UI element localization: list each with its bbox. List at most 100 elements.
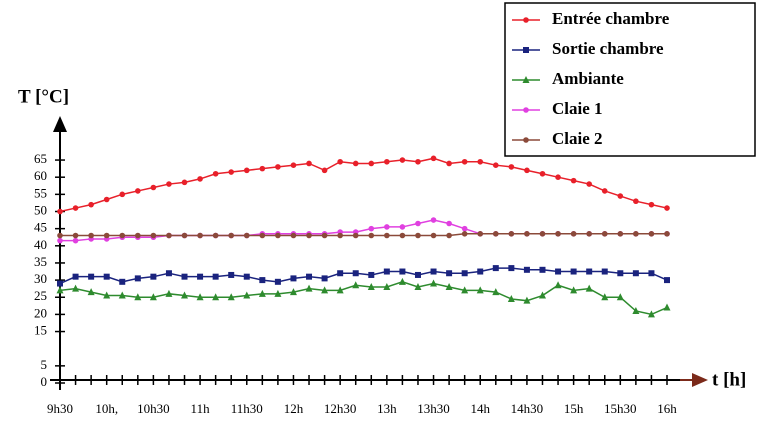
point bbox=[477, 158, 484, 165]
point bbox=[57, 237, 63, 244]
x-axis-label: t [h] bbox=[712, 369, 746, 390]
point bbox=[523, 107, 529, 113]
point bbox=[135, 188, 141, 194]
point bbox=[150, 184, 157, 191]
point bbox=[446, 270, 453, 277]
point bbox=[446, 220, 452, 227]
point bbox=[383, 268, 390, 275]
point bbox=[367, 282, 375, 290]
point bbox=[415, 158, 421, 165]
point bbox=[197, 273, 204, 280]
point bbox=[321, 275, 328, 282]
point bbox=[398, 277, 406, 285]
point bbox=[290, 275, 297, 282]
point bbox=[212, 232, 219, 239]
point bbox=[57, 280, 63, 287]
point bbox=[321, 167, 328, 174]
point bbox=[243, 167, 250, 174]
series-line bbox=[59, 267, 668, 285]
point bbox=[197, 176, 203, 182]
y-arrow bbox=[53, 116, 67, 132]
point bbox=[430, 268, 437, 275]
point bbox=[461, 230, 468, 237]
y-tick-label: 5 bbox=[41, 357, 48, 372]
point bbox=[149, 293, 157, 301]
point bbox=[181, 273, 188, 280]
point bbox=[228, 232, 235, 239]
point bbox=[461, 270, 468, 277]
point bbox=[648, 230, 655, 237]
point bbox=[663, 303, 671, 311]
point bbox=[539, 230, 546, 237]
y-tick-label: 15 bbox=[34, 323, 47, 338]
point bbox=[492, 288, 500, 296]
point bbox=[243, 273, 250, 280]
point bbox=[88, 201, 94, 208]
point bbox=[430, 217, 437, 223]
x-tick-label: 13h bbox=[377, 401, 397, 416]
point bbox=[321, 232, 328, 239]
point bbox=[399, 232, 406, 239]
point bbox=[554, 281, 562, 289]
series-line bbox=[59, 157, 668, 213]
point bbox=[259, 165, 266, 172]
point bbox=[507, 294, 515, 302]
point bbox=[414, 282, 422, 290]
point bbox=[88, 273, 95, 280]
point bbox=[585, 284, 593, 292]
point bbox=[166, 181, 172, 187]
point bbox=[181, 291, 189, 299]
point bbox=[492, 265, 499, 272]
point bbox=[570, 230, 577, 237]
point bbox=[228, 271, 235, 278]
point bbox=[430, 232, 437, 239]
point bbox=[617, 270, 624, 277]
point bbox=[212, 170, 219, 177]
point bbox=[399, 157, 406, 163]
point bbox=[633, 198, 639, 205]
point bbox=[648, 270, 655, 277]
y-axis-label: T [°C] bbox=[18, 86, 69, 107]
point bbox=[352, 270, 359, 277]
x-tick-label: 14h bbox=[470, 401, 490, 416]
point bbox=[134, 275, 141, 282]
point bbox=[616, 293, 624, 301]
point bbox=[306, 232, 312, 239]
point bbox=[601, 230, 608, 237]
point bbox=[103, 273, 110, 280]
point bbox=[648, 201, 655, 208]
point bbox=[259, 232, 266, 239]
point bbox=[289, 288, 297, 296]
point bbox=[150, 273, 157, 280]
point bbox=[508, 164, 515, 170]
point bbox=[414, 271, 421, 278]
legend-label: Ambiante bbox=[552, 69, 624, 88]
point bbox=[243, 291, 251, 299]
point bbox=[368, 271, 375, 278]
point bbox=[290, 162, 297, 168]
y-tick-label: 20 bbox=[34, 305, 47, 320]
point bbox=[601, 268, 608, 275]
point bbox=[290, 232, 297, 239]
y-tick-label: 50 bbox=[34, 202, 47, 217]
point bbox=[384, 232, 390, 239]
point bbox=[368, 160, 375, 167]
point bbox=[524, 167, 530, 174]
point bbox=[119, 232, 126, 239]
point bbox=[135, 232, 141, 239]
point bbox=[227, 293, 235, 301]
point bbox=[103, 291, 111, 299]
point bbox=[337, 270, 344, 277]
point bbox=[274, 278, 281, 285]
point bbox=[461, 286, 469, 294]
point bbox=[445, 282, 453, 290]
point bbox=[384, 224, 390, 230]
y-tick-label: 60 bbox=[34, 168, 47, 183]
x-tick-label: 14h30 bbox=[511, 401, 544, 416]
point bbox=[368, 232, 375, 239]
x-tick-label: 16h bbox=[657, 401, 677, 416]
y-tick-label: 25 bbox=[34, 288, 47, 303]
x-tick-label: 12h bbox=[284, 401, 304, 416]
point bbox=[508, 230, 515, 237]
point bbox=[88, 232, 94, 239]
